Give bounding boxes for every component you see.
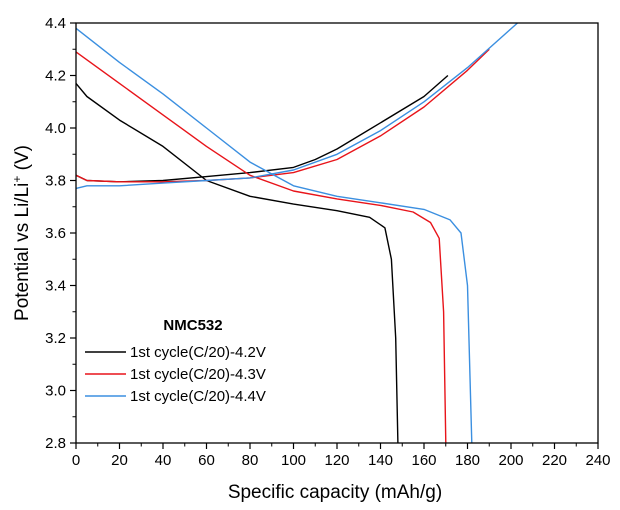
legend-label-2: 1st cycle(C/20)-4.3V xyxy=(130,366,266,383)
y-tick-label: 3.2 xyxy=(45,330,66,347)
legend-title: NMC532 xyxy=(163,317,222,334)
y-tick-label: 3.6 xyxy=(45,225,66,242)
legend: 1st cycle(C/20)-4.2V 1st cycle(C/20)-4.3V… xyxy=(85,344,266,405)
y-tick-label: 4.4 xyxy=(45,15,66,32)
axes: 0 20 40 60 80 100 120 140 160 180 200 220 240 2.8 3.0 3… xyxy=(45,15,610,469)
y-tick-label: 2.8 xyxy=(45,435,66,452)
plot-curves xyxy=(75,22,518,444)
y-tick-label: 4.0 xyxy=(45,120,66,137)
x-tick-label: 120 xyxy=(324,452,349,469)
x-tick-label: 20 xyxy=(111,452,128,469)
x-tick-label: 220 xyxy=(542,452,567,469)
y-tick-label: 3.0 xyxy=(45,383,66,400)
x-axis-label: Specific capacity (mAh/g) xyxy=(228,482,442,503)
y-tick-label: 3.4 xyxy=(45,278,66,295)
x-tick-label: 140 xyxy=(368,452,393,469)
legend-label-3: 1st cycle(C/20)-4.4V xyxy=(130,388,266,405)
x-tick-label: 200 xyxy=(498,452,523,469)
series-2-charge-curve xyxy=(75,48,490,183)
legend-label-1: 1st cycle(C/20)-4.2V xyxy=(130,344,266,361)
series-3-charge-curve xyxy=(75,22,518,190)
x-tick-label: 240 xyxy=(585,452,610,469)
y-tick-label: 4.2 xyxy=(45,68,66,85)
series-1-discharge-curve xyxy=(75,82,399,444)
x-tick-label: 160 xyxy=(411,452,436,469)
y-tick-label: 3.8 xyxy=(45,173,66,190)
x-tick-label: 40 xyxy=(155,452,172,469)
x-tick-label: 0 xyxy=(72,452,80,469)
x-tick-label: 180 xyxy=(455,452,480,469)
series-2-discharge-curve xyxy=(75,51,447,444)
series-3-discharge-curve xyxy=(75,27,473,444)
x-tick-label: 80 xyxy=(242,452,259,469)
y-axis-label: Potential vs Li/Li+ (V) xyxy=(10,145,33,321)
x-tick-label: 100 xyxy=(281,452,306,469)
x-tick-label: 60 xyxy=(198,452,215,469)
